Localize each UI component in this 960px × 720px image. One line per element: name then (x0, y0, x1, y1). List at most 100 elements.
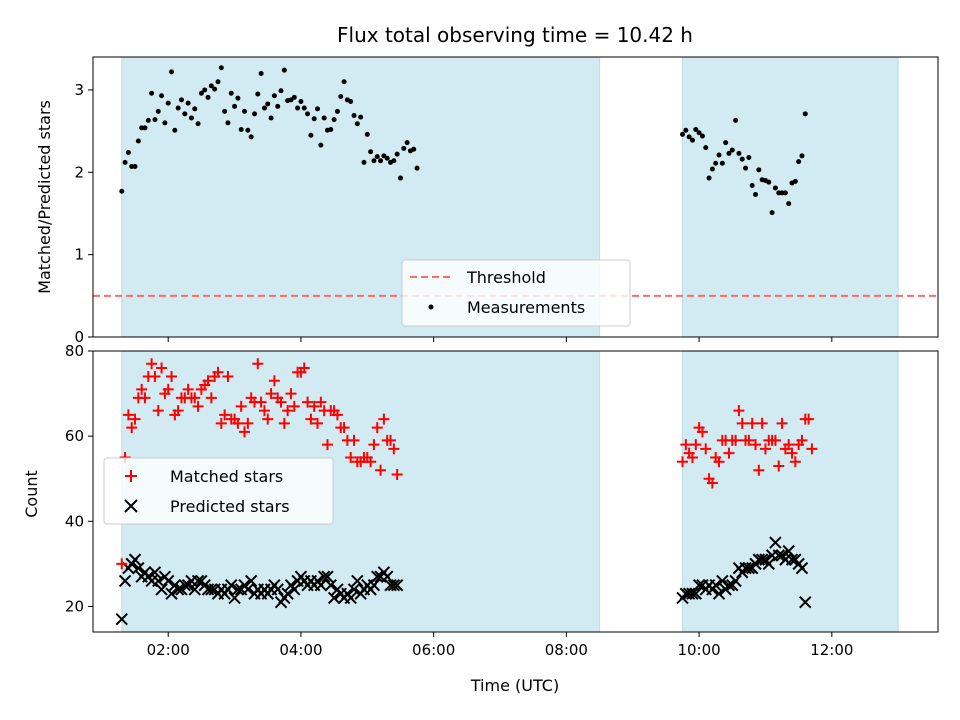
measurement-point (753, 192, 759, 198)
measurement-point (749, 182, 755, 188)
matched-star-point (713, 456, 725, 468)
measurement-point (782, 190, 788, 196)
measurement-point (182, 111, 188, 117)
measurement-point (733, 117, 739, 123)
measurement-point (132, 164, 138, 170)
measurement-point (232, 103, 238, 109)
measurement-point (202, 87, 208, 93)
measurement-point (205, 94, 211, 100)
measurement-point (772, 185, 778, 191)
measurement-point (680, 131, 686, 137)
matched-star-point (278, 417, 290, 429)
matched-star-point (783, 439, 795, 451)
measurement-point (281, 67, 287, 73)
measurement-point (729, 147, 735, 153)
predicted-star-point (782, 544, 795, 558)
predicted-star-point (228, 591, 241, 605)
measurement-point (364, 131, 370, 137)
matched-star-point (262, 413, 274, 425)
measurement-point (175, 105, 181, 111)
bottom-y-tick-label: 20 (65, 597, 84, 615)
measurement-point (743, 165, 749, 171)
measurement-point (185, 100, 191, 106)
measurement-point (245, 127, 251, 133)
measurement-point (351, 112, 357, 118)
matched-star-point (385, 434, 397, 446)
matched-star-point (776, 417, 788, 429)
matched-star-point (375, 464, 387, 476)
top-panel: 0 1 2 3 (74, 56, 939, 346)
predicted-star-point (709, 578, 722, 592)
measurement-point (145, 117, 151, 123)
x-tick-label: 02:00 (147, 641, 190, 659)
predicted-star-point (324, 578, 338, 592)
matched-star-point (192, 400, 204, 412)
x-tick-label: 10:00 (677, 641, 720, 659)
measurement-point (218, 65, 224, 71)
measurement-point (311, 116, 317, 122)
x-tick-label: 12:00 (810, 641, 853, 659)
predicted-star-point (371, 570, 384, 583)
measurement-point (354, 121, 360, 127)
x-axis-label: Time (UTC) (470, 676, 559, 695)
measurement-point (188, 115, 194, 121)
measurement-point (261, 105, 267, 111)
predicted-star-point (191, 574, 205, 588)
measurement-point (278, 88, 284, 94)
measurement-point (149, 90, 155, 96)
matched-star-point (746, 417, 758, 429)
matched-star-point (796, 434, 808, 446)
matched-star-point (391, 468, 403, 480)
measurement-point (746, 154, 752, 160)
predicted-star-point (769, 536, 782, 549)
predicted-star-point (188, 583, 201, 596)
measurement-point (255, 91, 261, 97)
matched-star-point (803, 413, 815, 425)
predicted-star-point (729, 574, 742, 588)
measurement-point (766, 179, 772, 185)
matched-star-point (331, 409, 343, 421)
measurement-point (251, 111, 257, 117)
matched-star-point (756, 417, 768, 429)
measurement-point (305, 111, 311, 117)
predicted-star-point (314, 578, 328, 592)
bottom-y-axis-label: Count (22, 470, 41, 518)
measurement-point (696, 130, 702, 136)
matched-star-point (753, 464, 765, 476)
predicted-star-point (155, 583, 168, 596)
predicted-star-point (225, 578, 238, 592)
measurement-point (135, 138, 141, 144)
legend-predicted-label: Predicted stars (170, 497, 290, 516)
matched-star-point (338, 422, 350, 434)
predicted-star-point (712, 587, 726, 600)
matched-star-point (252, 358, 264, 370)
legend-matched-marker (125, 470, 137, 482)
bottom-legend: Matched stars Predicted stars (103, 457, 334, 525)
matched-star-point (258, 405, 270, 417)
measurement-point (331, 117, 337, 123)
matched-star-point (156, 362, 168, 374)
measurement-point (713, 160, 719, 166)
measurement-point (368, 149, 374, 155)
measurement-point (686, 134, 692, 140)
matched-star-point (212, 366, 224, 378)
matched-star-point (172, 405, 184, 417)
matched-star-point (686, 451, 698, 463)
measurement-point (716, 152, 722, 158)
measurement-point (159, 93, 165, 99)
measurement-point (258, 70, 264, 76)
measurement-point (411, 146, 417, 152)
matched-star-point (239, 426, 251, 438)
measurement-point (169, 69, 175, 75)
predicted-star-point (152, 574, 165, 588)
predicted-star-point (178, 578, 192, 592)
matched-star-point (806, 443, 818, 455)
measurement-point (275, 103, 281, 109)
measurement-point (172, 127, 178, 133)
legend-predicted-swatch (124, 499, 138, 513)
matched-star-point (700, 443, 712, 455)
measurement-point (301, 105, 307, 111)
measurement-point (142, 125, 148, 131)
predicted-star-point (799, 595, 812, 609)
